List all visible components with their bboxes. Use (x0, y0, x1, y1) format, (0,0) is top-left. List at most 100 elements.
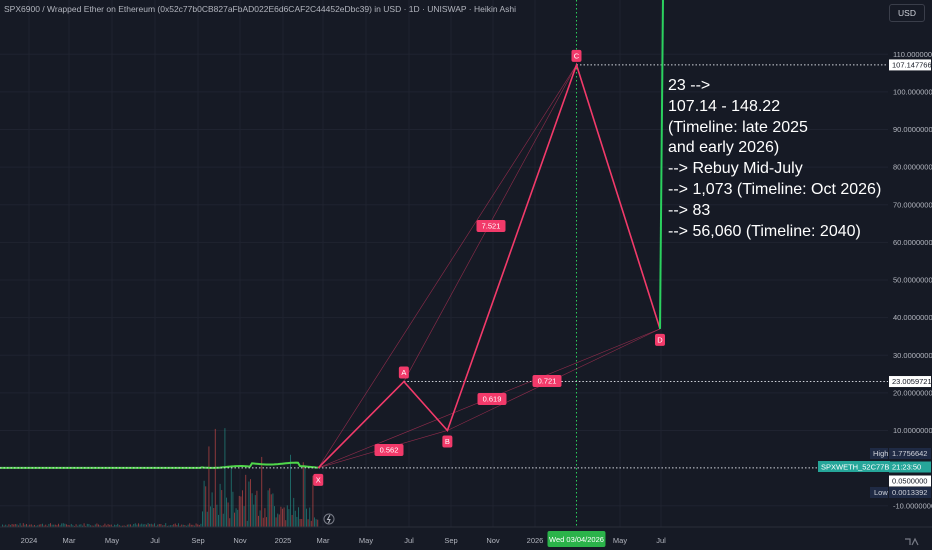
volume-bar (219, 483, 221, 527)
volume-bar (232, 491, 234, 527)
volume-bar (109, 524, 111, 527)
c-level-tag: 107.1477663 (892, 61, 932, 70)
price-tick-label: -10.0000000 (893, 501, 932, 510)
volume-bar (90, 525, 91, 527)
volume-bar (96, 523, 98, 527)
volume-bar (242, 490, 243, 527)
volume-bar (77, 525, 79, 527)
pattern-legs (317, 62, 661, 469)
price-tick-label: 10.0000000 (893, 426, 932, 435)
volume-bar (131, 525, 133, 527)
volume-bar (237, 509, 239, 527)
volume-bar (78, 524, 80, 527)
annotation-text: 23 --> 107.14 - 148.22 (Timeline: late 202… (668, 76, 881, 242)
volume-bar (43, 525, 45, 527)
volume-bar (178, 523, 179, 527)
ratio-label: 7.521 (482, 222, 501, 231)
volume-bar (51, 524, 53, 527)
volume-bar (309, 507, 311, 527)
currency-button[interactable]: USD (889, 4, 925, 22)
volume-bar (258, 515, 259, 527)
time-tick-label: Nov (486, 536, 500, 545)
countdown-tag: 21:23:50 (892, 463, 921, 472)
volume-bar (214, 428, 216, 527)
volume-bar (13, 524, 15, 527)
volume-bar (203, 480, 205, 527)
volume-bar (138, 523, 139, 527)
volume-bar (205, 486, 207, 527)
volume-bar (162, 525, 163, 527)
lightning-icon[interactable] (323, 513, 335, 525)
annotation-line: --> Rebuy Mid-July (668, 160, 803, 178)
volume-bar (208, 446, 210, 527)
c-level-tag-bg (889, 59, 931, 71)
volume-bar (88, 524, 90, 527)
volume-bar (189, 523, 191, 527)
volume-bar (5, 524, 7, 527)
volume-bar (294, 510, 296, 527)
volume-bar (222, 513, 224, 527)
volume-bar (179, 525, 181, 527)
volume-bar (86, 523, 88, 527)
annotation-line: and early 2026) (668, 139, 780, 157)
volume-bar (56, 525, 58, 527)
volume-bar (282, 508, 283, 527)
volume-bar (59, 525, 61, 527)
volume-bar (45, 524, 47, 527)
volume-bar (267, 490, 269, 527)
time-tick-label: Mar (317, 536, 330, 545)
price-tick-label: 100.0000000 (893, 87, 932, 96)
time-tick-label: Jul (150, 536, 160, 545)
volume-bar (139, 524, 141, 527)
price-tick-label: 70.0000000 (893, 200, 932, 209)
volume-bar (26, 523, 27, 527)
date-highlight-label: Wed 03/04/2026 (549, 535, 604, 544)
high-value-tag: 1.7756642 (892, 449, 927, 458)
volume-bar (118, 525, 120, 527)
volume-bar (210, 506, 211, 527)
ratio-label-bg (477, 393, 507, 405)
volume-bar (157, 524, 159, 527)
volume-bar (3, 525, 5, 527)
volume-bar (160, 523, 162, 527)
volume-bar (6, 525, 8, 527)
volume-bar (85, 525, 87, 527)
volume-bar (302, 462, 304, 527)
ratio-label: 0.619 (483, 395, 502, 404)
volume-bar (230, 467, 232, 527)
volume-bar (107, 524, 109, 527)
volume-bar (315, 519, 317, 527)
volume-bar (182, 524, 184, 527)
volume-bar (14, 523, 16, 527)
point-label-b: B (445, 437, 450, 446)
volume-bar (293, 497, 295, 527)
ratio-label: 0.562 (380, 446, 399, 455)
volume-bar (253, 504, 255, 527)
volume-bar (301, 519, 303, 527)
symbol-tag: SPXWETH_52C77B.USD (821, 462, 908, 471)
point-label-bg (398, 366, 409, 379)
volume-bar (235, 508, 237, 527)
volume-bar (149, 524, 151, 527)
volume-bar (66, 524, 67, 527)
high-label-bg (870, 448, 888, 459)
volume-bar (115, 524, 117, 527)
volume-bar (312, 475, 314, 527)
volume-bar (67, 525, 69, 527)
ratio-label-bg (374, 444, 404, 456)
volume-bar (170, 525, 171, 527)
volume-bar (165, 523, 167, 527)
annotation-line: --> 56,060 (Timeline: 2040) (668, 222, 861, 240)
volume-bar (82, 525, 83, 527)
ratio-label-bg (532, 375, 562, 387)
volume-bar (72, 525, 74, 527)
annotation-line: 23 --> (668, 77, 711, 94)
volume-bar (291, 514, 293, 527)
volume-bar (2, 524, 3, 527)
point-label-a: A (401, 368, 406, 377)
time-tick-label: Sep (191, 536, 204, 545)
volume-bar (194, 525, 195, 527)
volume-bar (42, 523, 43, 527)
volume-bar (34, 524, 35, 527)
